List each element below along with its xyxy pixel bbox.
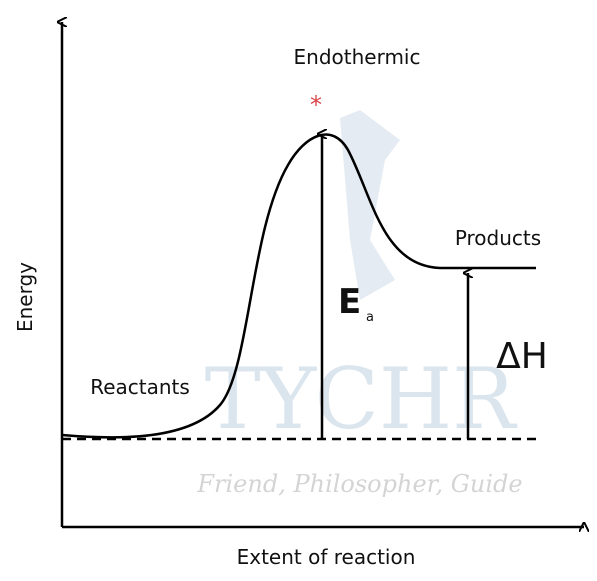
reactants-label: Reactants: [90, 375, 190, 399]
enthalpy-label: ΔH: [496, 336, 548, 377]
title: Endothermic: [294, 45, 421, 69]
activation-subscript: a: [366, 310, 374, 325]
activation-symbol: E: [338, 282, 361, 322]
watermark-tagline: Friend, Philosopher, Guide: [196, 470, 522, 498]
x-axis-label: Extent of reaction: [237, 545, 416, 569]
watermark-logo: [340, 110, 400, 300]
energy-curve: [61, 133, 536, 439]
y-axis-label: Energy: [13, 262, 37, 332]
peak-marker: *: [310, 91, 322, 119]
products-label: Products: [455, 226, 541, 250]
watermark-brand: TYCHR: [205, 350, 519, 448]
